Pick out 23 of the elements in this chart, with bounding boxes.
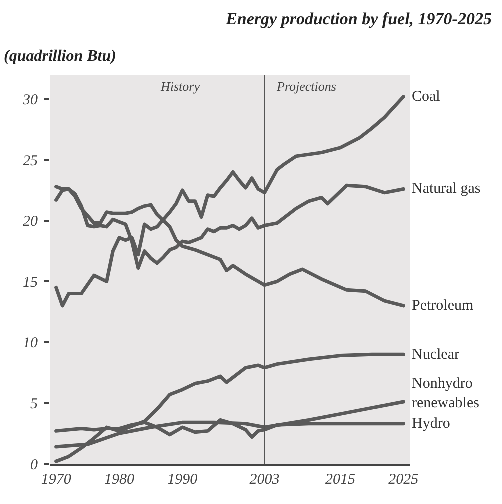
series-label: Nonhydro renewables [412, 376, 480, 412]
x-tick-label: 1970 [41, 472, 72, 488]
series-label: Hydro [412, 416, 450, 432]
y-tick-label: 5 [30, 396, 38, 412]
x-tick-label: 2003 [250, 472, 280, 488]
series-label: Natural gas [412, 181, 481, 197]
chart-subtitle: (quadrillion Btu) [4, 48, 116, 65]
y-tick-label: 10 [23, 336, 38, 352]
x-tick-label: 2025 [388, 472, 420, 488]
y-tick-label: 25 [23, 153, 38, 170]
annotation: History [160, 79, 200, 94]
x-tick-label: 2015 [326, 472, 356, 488]
series-label: Coal [412, 89, 440, 105]
y-tick-label: 15 [23, 274, 38, 291]
series-label: Nuclear [412, 347, 460, 363]
y-tick-label: 0 [30, 457, 38, 474]
y-tick-label: 30 [22, 92, 38, 109]
chart-title: Energy production by fuel, 1970-2025 [225, 10, 492, 28]
x-tick-label: 1980 [104, 472, 135, 488]
annotation: Projections [276, 79, 336, 94]
y-tick-label: 20 [23, 214, 38, 230]
x-tick-label: 1990 [168, 472, 198, 488]
series-label: Petroleum [412, 298, 474, 314]
